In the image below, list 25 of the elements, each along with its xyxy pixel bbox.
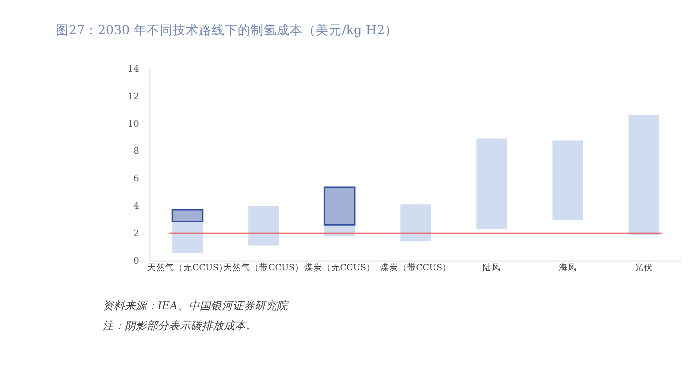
chart-title: 图27：2030 年不同技术路线下的制氢成本（美元/kg H2）	[56, 22, 398, 38]
bar	[172, 222, 203, 254]
bar	[172, 209, 204, 222]
text: 资料来源：IEA、中国银河证券研究院	[102, 300, 290, 313]
y-tick-label: 2	[134, 230, 140, 240]
y-tick-label: 10	[128, 120, 140, 130]
bar	[400, 204, 432, 242]
bar	[628, 115, 660, 236]
bar	[552, 140, 584, 220]
bar	[476, 138, 508, 230]
x-tick-label: 煤炭（无CCUS）	[304, 262, 376, 274]
x-tick-label: 海风	[558, 262, 577, 274]
bar	[324, 225, 356, 236]
y-tick-label: 0	[134, 257, 140, 267]
y-tick-label: 6	[134, 174, 140, 185]
y-tick-label: 12	[128, 92, 140, 102]
y-tick-label: 4	[134, 202, 140, 212]
y-tick-label: 8	[134, 147, 140, 158]
x-tick-label: 煤炭（带CCUS）	[380, 262, 452, 274]
bar	[324, 186, 356, 226]
x-tick-label: 光伏	[634, 262, 653, 274]
text: 注：阴影部分表示碳排放成本。	[102, 319, 257, 332]
x-tick-label: 陆风	[482, 262, 501, 274]
bar	[248, 206, 279, 246]
y-tick-label: 14	[128, 64, 140, 75]
